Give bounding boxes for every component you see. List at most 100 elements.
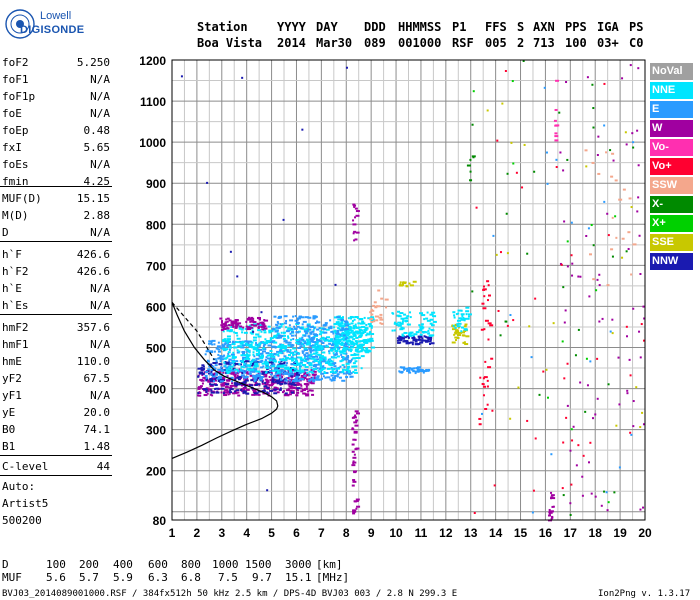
- echo-point: [201, 364, 205, 367]
- echo-point: [339, 365, 342, 368]
- echo-point: [590, 492, 593, 495]
- echo-point: [550, 453, 553, 456]
- echo-point: [343, 345, 347, 348]
- echo-point: [243, 354, 248, 357]
- echo-point: [453, 333, 456, 336]
- echo-point: [252, 375, 257, 378]
- echo-point: [431, 311, 436, 314]
- echo-point: [258, 378, 263, 381]
- echo-point: [355, 499, 359, 502]
- echo-point: [293, 370, 296, 373]
- echo-point: [420, 323, 424, 326]
- x-tick-label: 9: [368, 526, 375, 540]
- echo-point: [302, 392, 306, 395]
- echo-point: [336, 355, 340, 358]
- echo-point: [405, 284, 408, 287]
- echo-point: [466, 164, 471, 167]
- echo-point: [271, 328, 275, 331]
- echo-point: [262, 371, 267, 374]
- echo-point: [208, 342, 213, 345]
- plot-frame: [171, 59, 646, 521]
- echo-point: [252, 321, 257, 324]
- header-value-axn: 713: [533, 36, 555, 50]
- echo-point: [347, 361, 352, 364]
- echo-point: [204, 353, 207, 356]
- echo-point: [231, 370, 235, 373]
- echo-point: [352, 362, 356, 365]
- echo-point: [259, 372, 262, 375]
- param-row: C-level 44: [2, 460, 110, 475]
- echo-point: [262, 345, 265, 348]
- echo-point: [352, 333, 357, 336]
- param-name: foF1: [2, 73, 29, 86]
- echo-point: [315, 341, 319, 344]
- echo-point: [236, 369, 239, 372]
- echo-point: [492, 234, 495, 237]
- echo-point: [299, 358, 304, 361]
- echo-point: [341, 356, 345, 359]
- echo-point: [579, 381, 582, 384]
- echo-point: [274, 359, 277, 362]
- echo-point: [421, 369, 424, 372]
- echo-point: [327, 362, 332, 365]
- echo-point: [242, 390, 247, 393]
- echo-point: [273, 341, 278, 344]
- echo-point: [300, 374, 304, 377]
- header-value-yyyy: 2014: [277, 36, 306, 50]
- param-name: hmF1: [2, 338, 29, 351]
- echo-point: [287, 387, 290, 390]
- echo-point: [277, 316, 281, 319]
- echo-point: [229, 250, 232, 253]
- echo-point: [228, 319, 232, 322]
- echo-point: [324, 371, 329, 374]
- echo-point: [222, 392, 225, 395]
- echo-point: [213, 379, 217, 382]
- echo-point: [363, 349, 368, 352]
- echo-point: [355, 341, 358, 344]
- echo-point: [360, 355, 365, 358]
- echo-point: [257, 393, 261, 396]
- echo-point: [334, 349, 339, 352]
- echo-point: [570, 483, 573, 486]
- echo-point: [370, 326, 373, 329]
- echo-point: [365, 341, 368, 344]
- echo-point: [289, 319, 294, 322]
- echo-point: [255, 392, 259, 395]
- echo-point: [233, 364, 236, 367]
- echo-point: [431, 324, 435, 327]
- echo-point: [353, 357, 357, 360]
- echo-point: [397, 315, 402, 318]
- echo-point: [235, 360, 239, 363]
- echo-point: [300, 316, 305, 319]
- echo-point: [611, 255, 614, 258]
- echo-point: [271, 369, 276, 372]
- echo-point: [263, 375, 268, 378]
- echo-point: [487, 284, 490, 287]
- param-row: yF2 67.5: [2, 372, 110, 387]
- echo-point: [296, 325, 300, 328]
- echo-point: [482, 377, 485, 380]
- legend-item-w: W: [650, 120, 693, 137]
- echo-point: [243, 371, 247, 374]
- echo-point: [337, 321, 340, 324]
- echo-point: [284, 322, 288, 325]
- echo-point: [255, 343, 260, 346]
- echo-point: [247, 318, 252, 321]
- echo-point: [230, 376, 234, 379]
- echo-point: [483, 295, 486, 298]
- echo-point: [335, 322, 340, 325]
- echo-point: [316, 348, 321, 351]
- echo-point: [215, 360, 218, 363]
- param-name: C-level: [2, 460, 49, 473]
- echo-point: [287, 394, 290, 397]
- echo-point: [357, 344, 361, 347]
- echo-point: [340, 343, 344, 346]
- echo-point: [566, 158, 569, 161]
- y-tick-label: 1100: [140, 95, 166, 109]
- echo-point: [309, 381, 313, 384]
- echo-point: [282, 345, 287, 348]
- echo-point: [313, 378, 316, 381]
- echo-point: [215, 371, 219, 374]
- echo-point: [467, 317, 470, 320]
- echo-point: [297, 352, 300, 355]
